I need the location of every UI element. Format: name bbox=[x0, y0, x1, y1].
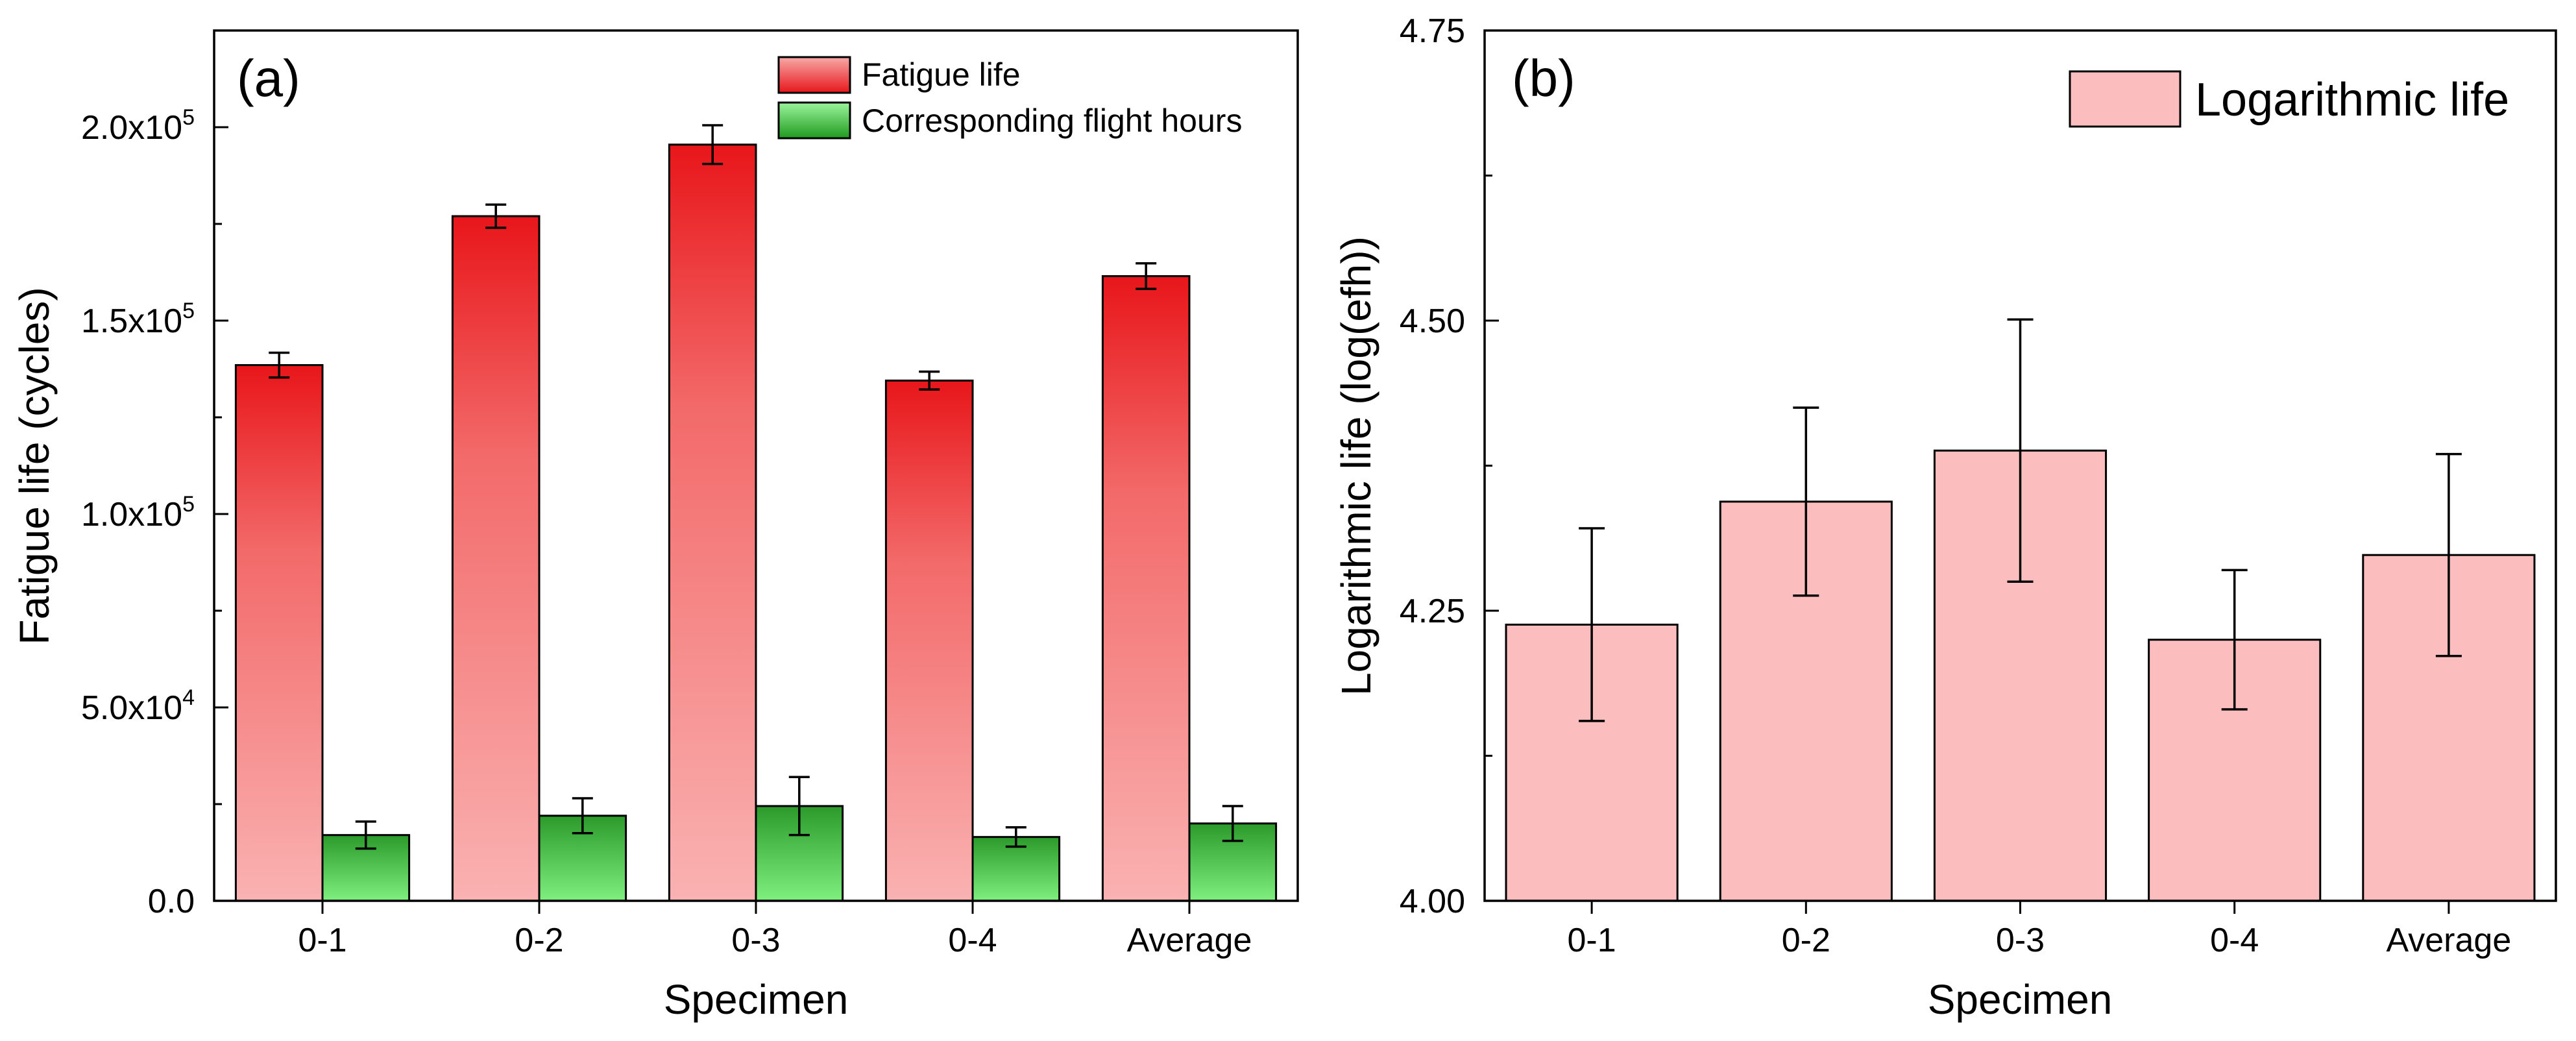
x-tick-label: 0-2 bbox=[1782, 922, 1830, 959]
x-tick-label: 0-4 bbox=[2210, 922, 2259, 959]
legend-label-logarithmic-life: Logarithmic life bbox=[2195, 74, 2509, 126]
y-tick-label: 0.0 bbox=[148, 883, 195, 920]
panel-b-plot-frame bbox=[1483, 29, 2557, 902]
bar-fatigue-life-0-2 bbox=[451, 215, 541, 902]
y-tick-label: 4.25 bbox=[1400, 593, 1465, 630]
x-tick-label: 0-3 bbox=[731, 922, 780, 959]
legend-swatch-fatigue-life bbox=[777, 56, 851, 94]
panel-b: 4.004.254.504.750-1 0-2 0-3 0-4 Average (b) … bbox=[1333, 12, 2557, 1023]
bar-fatigue-life-average bbox=[1101, 275, 1191, 902]
x-tick-label: 0-1 bbox=[1568, 922, 1616, 959]
y-tick-label: 1.5x105 bbox=[81, 299, 195, 340]
x-tick-label: 0-2 bbox=[515, 922, 563, 959]
panel-b-x-axis-label: Specimen bbox=[1928, 976, 2113, 1023]
x-tick-label: Average bbox=[1127, 922, 1252, 959]
y-tick-label: 4.00 bbox=[1400, 883, 1465, 920]
legend-label-fatigue-life: Fatigue life bbox=[862, 56, 1021, 93]
legend-swatch-logarithmic-life bbox=[2069, 70, 2181, 128]
panel-a-y-axis-label: Fatigue life (cycles) bbox=[11, 287, 58, 644]
panel-a-legend: Fatigue life Corresponding flight hours bbox=[777, 56, 1242, 140]
y-tick-label: 2.0x105 bbox=[81, 105, 195, 147]
bar-fatigue-life-0-3 bbox=[668, 143, 757, 902]
panel-b-label: (b) bbox=[1512, 49, 1575, 107]
panel-b-legend: Logarithmic life bbox=[2069, 70, 2509, 128]
panel-a-label: (a) bbox=[237, 49, 300, 107]
x-tick-label: 0-1 bbox=[298, 922, 346, 959]
panel-a-plot-frame bbox=[213, 29, 1299, 902]
bar-fatigue-life-0-4 bbox=[884, 379, 974, 902]
y-tick-label: 5.0x104 bbox=[81, 685, 195, 727]
panel-a: 0.0 5.0x104 1.0x105 1.5x105 2.0x105 0-1 0-2 0-3… bbox=[11, 29, 1299, 1023]
bar-fatigue-life-0-1 bbox=[234, 364, 324, 902]
legend-swatch-flight-hours bbox=[777, 101, 851, 140]
x-tick-label: 0-4 bbox=[948, 922, 997, 959]
y-tick-label: 4.50 bbox=[1400, 302, 1465, 340]
panel-a-x-axis-label: Specimen bbox=[664, 976, 849, 1023]
y-tick-label: 4.75 bbox=[1400, 12, 1465, 50]
x-tick-label: Average bbox=[2387, 922, 2512, 959]
panel-b-y-axis-label: Logarithmic life (log(efh)) bbox=[1333, 236, 1379, 696]
legend-label-flight-hours: Corresponding flight hours bbox=[862, 103, 1242, 139]
y-tick-label: 1.0x105 bbox=[81, 492, 195, 533]
x-tick-label: 0-3 bbox=[1996, 922, 2045, 959]
